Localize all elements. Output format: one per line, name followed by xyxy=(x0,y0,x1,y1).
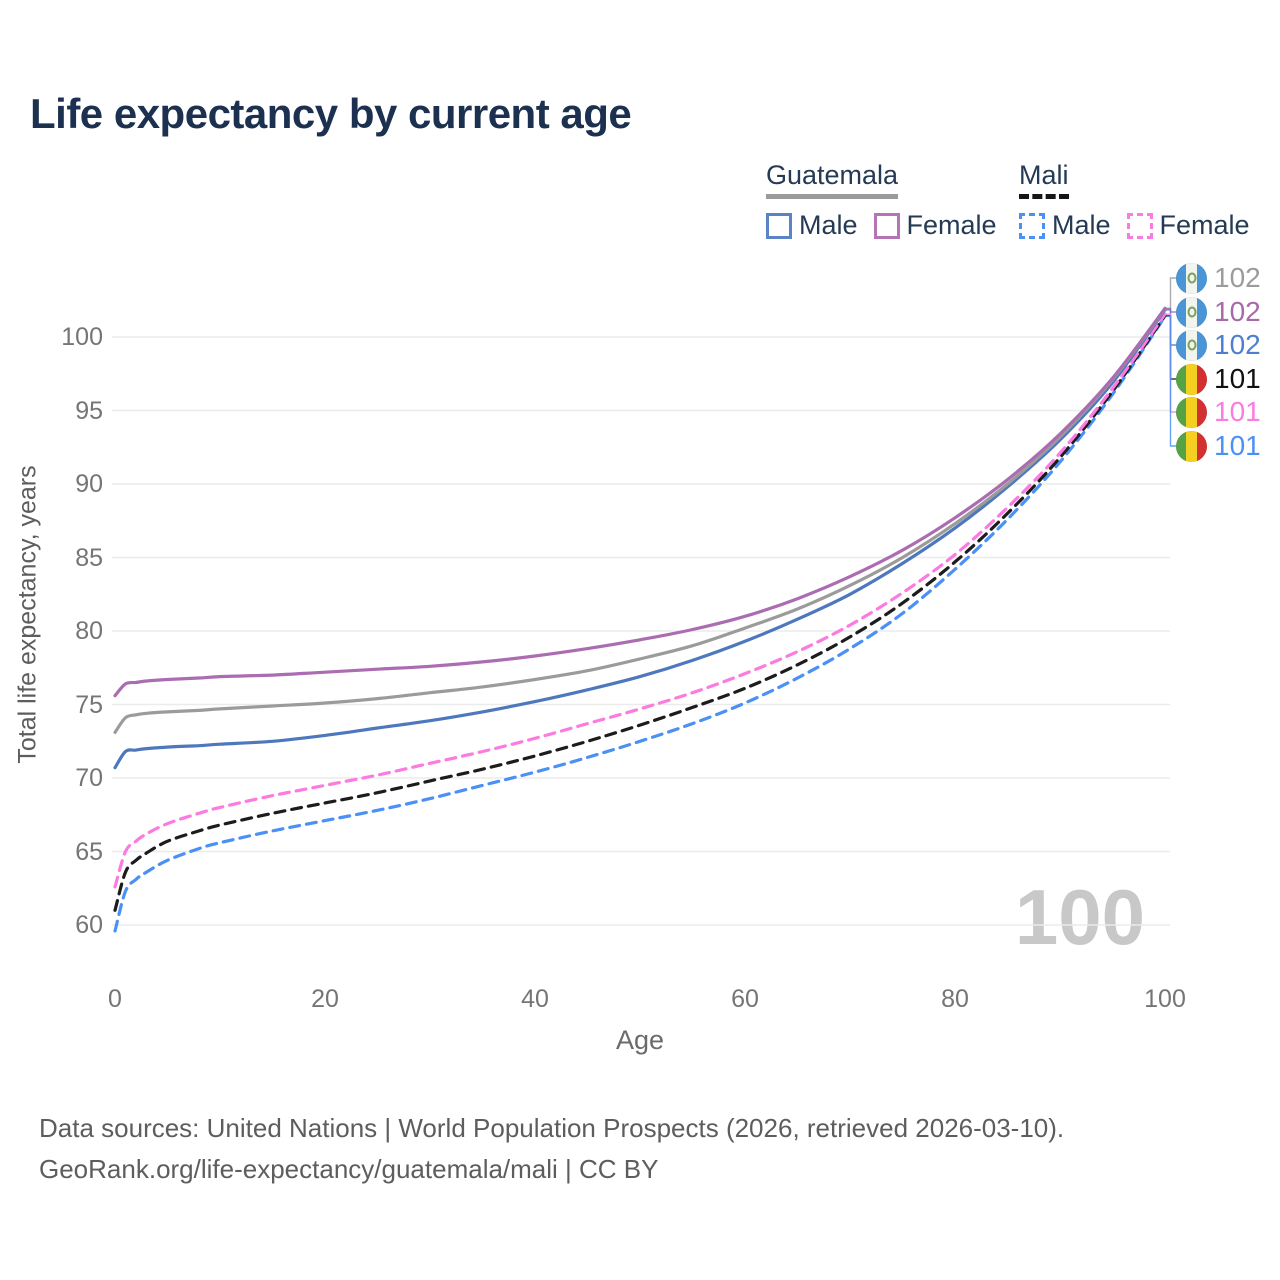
legend-item-guatemala-male[interactable]: Male xyxy=(766,210,858,241)
series-line-mali-female[interactable] xyxy=(113,312,1167,889)
series-line-guatemala-both[interactable] xyxy=(113,307,1167,734)
chart-legend: Guatemala Male Female Mali Male xyxy=(0,160,1280,250)
guatemala-emblem-icon xyxy=(1187,339,1196,351)
guatemala-emblem-icon xyxy=(1187,306,1196,318)
series-line-mali-both[interactable] xyxy=(113,314,1167,912)
legend-label-guatemala-male: Male xyxy=(799,210,858,240)
series-end-value-mali-female: 101 xyxy=(1214,396,1261,427)
legend-item-mali-female[interactable]: Female xyxy=(1126,210,1250,241)
legend-group-guatemala: Guatemala Male Female xyxy=(766,160,997,241)
series-line-mali-male[interactable] xyxy=(113,314,1167,933)
legend-checkbox-mali-male-icon[interactable] xyxy=(1019,212,1045,239)
legend-label-mali-female: Female xyxy=(1159,210,1250,240)
data-sources-text: Data sources: United Nations | World Pop… xyxy=(39,1113,1065,1143)
y-tick-label-75: 75 xyxy=(75,690,103,719)
guatemala-emblem-icon xyxy=(1187,272,1196,284)
legend-guatemala-items: Male Female xyxy=(766,210,997,241)
series-label-row-guatemala-both[interactable]: 102 xyxy=(1176,261,1261,295)
x-tick-label-100: 100 xyxy=(1144,985,1186,1013)
x-tick-label-20: 20 xyxy=(311,985,339,1013)
page-title: Life expectancy by current age xyxy=(30,90,632,137)
series-end-value-mali-both: 101 xyxy=(1214,363,1261,394)
mali-flag-icon xyxy=(1176,396,1207,428)
guatemala-flag-icon xyxy=(1176,329,1207,361)
series-end-value-guatemala-male: 102 xyxy=(1214,329,1261,360)
x-tick-label-80: 80 xyxy=(941,985,969,1013)
chart-footer: Data sources: United Nations | World Pop… xyxy=(39,1108,1064,1190)
series-line-guatemala-female[interactable] xyxy=(113,306,1167,698)
y-tick-label-85: 85 xyxy=(75,543,103,572)
series-label-row-guatemala-male[interactable]: 102 xyxy=(1176,328,1261,362)
legend-guatemala-label: Guatemala xyxy=(766,160,899,199)
legend-mali-label: Mali xyxy=(1019,160,1069,199)
x-tick-label-0: 0 xyxy=(108,985,122,1013)
legend-checkbox-guatemala-male-icon[interactable] xyxy=(766,212,792,239)
legend-checkbox-guatemala-female-icon[interactable] xyxy=(873,212,900,239)
y-tick-label-95: 95 xyxy=(75,396,103,425)
x-axis-title: Age xyxy=(615,1025,665,1055)
guatemala-flag-icon xyxy=(1176,262,1207,294)
guatemala-flag-icon xyxy=(1176,296,1207,328)
series-end-value-mali-male: 101 xyxy=(1214,430,1261,461)
series-end-value-guatemala-both: 102 xyxy=(1214,262,1261,293)
y-tick-label-70: 70 xyxy=(75,764,103,792)
legend-group-mali: Mali Male Female xyxy=(1019,160,1250,241)
series-label-row-mali-female[interactable]: 101 xyxy=(1176,395,1261,429)
y-tick-label-90: 90 xyxy=(75,470,103,498)
legend-mali-items: Male Female xyxy=(1019,210,1250,241)
leader-line-mali-male xyxy=(1165,315,1177,447)
series-end-value-guatemala-female: 102 xyxy=(1214,296,1261,327)
series-label-row-mali-male[interactable]: 101 xyxy=(1176,429,1261,463)
y-tick-label-80: 80 xyxy=(75,617,103,645)
mali-flag-icon xyxy=(1176,430,1207,462)
x-tick-label-60: 60 xyxy=(731,985,759,1013)
y-tick-label-100: 100 xyxy=(61,323,103,351)
legend-item-mali-male[interactable]: Male xyxy=(1019,210,1111,241)
legend-label-mali-male: Male xyxy=(1052,210,1111,240)
x-tick-label-40: 40 xyxy=(521,985,549,1013)
legend-item-guatemala-female[interactable]: Female xyxy=(873,210,997,241)
mali-flag-icon xyxy=(1176,363,1207,395)
legend-label-guatemala-female: Female xyxy=(906,210,997,240)
legend-checkbox-mali-female-icon[interactable] xyxy=(1126,212,1153,239)
series-line-guatemala-male[interactable] xyxy=(113,308,1167,770)
series-label-row-guatemala-female[interactable]: 102 xyxy=(1176,295,1261,329)
series-label-row-mali-both[interactable]: 101 xyxy=(1176,362,1261,396)
georank-url-text: GeoRank.org/life-expectancy/guatemala/ma… xyxy=(39,1154,659,1184)
hovered-age-watermark: 100 xyxy=(1014,873,1146,961)
y-tick-label-65: 65 xyxy=(75,837,103,866)
y-tick-label-60: 60 xyxy=(75,911,103,939)
